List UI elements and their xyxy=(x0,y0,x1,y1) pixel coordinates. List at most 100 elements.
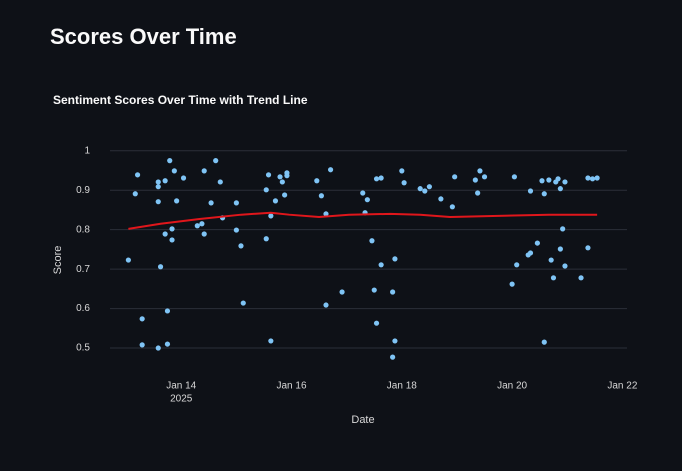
point xyxy=(134,172,141,178)
point xyxy=(534,240,540,246)
point xyxy=(155,179,161,185)
x-tick-label: Jan 14 xyxy=(166,381,196,392)
point xyxy=(422,188,428,194)
point xyxy=(263,187,269,193)
point xyxy=(585,245,591,251)
point xyxy=(155,345,161,351)
point xyxy=(318,193,324,199)
point xyxy=(213,158,219,164)
point xyxy=(157,264,164,270)
y-tick-label: 0.5 xyxy=(76,343,90,354)
point xyxy=(217,179,223,185)
point xyxy=(162,178,168,184)
point xyxy=(360,190,366,196)
point xyxy=(527,188,534,194)
point xyxy=(373,176,380,182)
point xyxy=(162,231,168,237)
point xyxy=(277,174,283,180)
point xyxy=(550,275,557,281)
y-tick-label: 0.9 xyxy=(76,185,90,196)
point xyxy=(284,170,290,176)
point xyxy=(164,341,171,347)
point xyxy=(541,339,547,345)
point xyxy=(125,257,131,263)
point xyxy=(339,289,345,295)
x-tick-label: Jan 18 xyxy=(387,381,417,392)
point xyxy=(392,256,398,262)
point xyxy=(449,204,455,210)
point xyxy=(378,262,384,268)
point xyxy=(155,199,161,205)
point xyxy=(208,200,214,206)
point xyxy=(438,196,444,202)
point xyxy=(426,184,432,190)
point xyxy=(555,176,561,182)
point xyxy=(268,338,274,344)
point xyxy=(139,342,145,348)
point xyxy=(164,308,171,314)
point xyxy=(201,231,207,237)
point xyxy=(452,174,458,180)
point xyxy=(180,175,187,181)
point xyxy=(265,172,272,178)
point xyxy=(323,302,329,308)
point xyxy=(539,178,545,184)
point xyxy=(371,287,377,293)
point xyxy=(477,168,483,174)
point xyxy=(268,213,274,219)
point xyxy=(364,197,370,203)
y-tick-label: 0.6 xyxy=(76,303,90,314)
point xyxy=(401,180,407,186)
point xyxy=(481,174,488,180)
point xyxy=(390,289,396,295)
point xyxy=(194,223,200,229)
point xyxy=(417,186,423,192)
chart-title: Sentiment Scores Over Time with Trend Li… xyxy=(53,93,308,107)
point xyxy=(594,175,600,181)
point xyxy=(399,168,405,174)
point xyxy=(589,176,596,182)
point xyxy=(578,275,584,281)
y-tick-label: 0.8 xyxy=(76,224,90,235)
point xyxy=(132,191,138,197)
x-tick-year: 2025 xyxy=(170,394,193,405)
point xyxy=(557,246,563,252)
point xyxy=(199,221,205,227)
point xyxy=(472,177,478,183)
point xyxy=(562,179,568,185)
x-axis-title: Date xyxy=(351,414,374,426)
point xyxy=(201,168,207,174)
point xyxy=(541,191,547,197)
point xyxy=(279,179,285,185)
point xyxy=(373,320,380,326)
point xyxy=(511,174,518,180)
point xyxy=(369,238,375,244)
point xyxy=(327,167,334,173)
point xyxy=(174,198,180,204)
point xyxy=(560,226,566,232)
point xyxy=(585,175,591,181)
point xyxy=(155,184,161,190)
point xyxy=(514,262,520,268)
point xyxy=(282,192,288,198)
point xyxy=(263,236,269,242)
point xyxy=(233,227,239,233)
point xyxy=(171,168,177,174)
point xyxy=(548,257,554,263)
y-tick-label: 1 xyxy=(84,145,90,156)
point xyxy=(169,226,175,232)
point xyxy=(167,158,173,164)
point xyxy=(139,316,145,322)
trend-line xyxy=(128,211,598,230)
x-tick-label: Jan 20 xyxy=(497,381,527,392)
page-title: Scores Over Time xyxy=(50,24,237,49)
point xyxy=(314,178,320,184)
point xyxy=(233,200,239,206)
point xyxy=(562,263,568,269)
point xyxy=(509,281,515,287)
x-tick-label: Jan 16 xyxy=(277,381,307,392)
point xyxy=(527,250,534,256)
